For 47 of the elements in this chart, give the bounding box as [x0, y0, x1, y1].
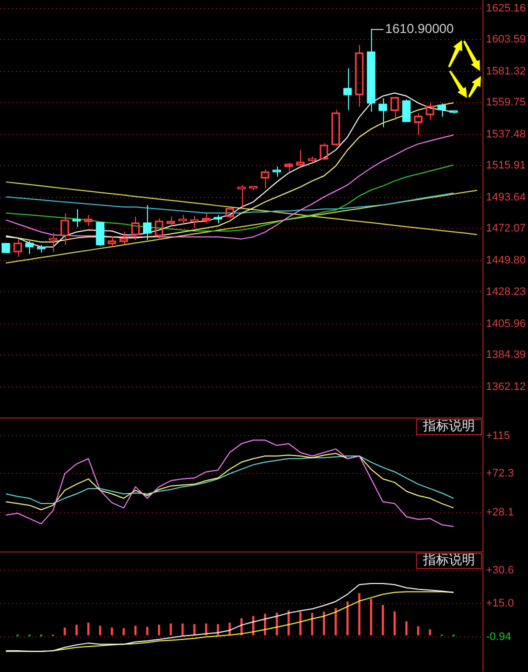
bar [428, 629, 432, 636]
y-tick-label: 1537.48 [486, 128, 526, 140]
y-tick-label: 1428.23 [486, 286, 526, 298]
y-tick-label: 1493.64 [486, 192, 526, 204]
annotation: 1610.90000 [385, 20, 454, 36]
y-tick-label: +30.6 [486, 564, 514, 577]
y-tick-label: 1625.16 [486, 2, 526, 14]
bar [134, 626, 137, 636]
bar [334, 608, 337, 636]
bar [158, 624, 160, 636]
candlestick [48, 232, 58, 253]
y-tick-label: -0.94 [486, 630, 512, 643]
bar [394, 611, 396, 636]
y-tick-label: +72.3 [486, 467, 514, 480]
y-tick-label: 1603.59 [486, 33, 526, 46]
y-tick-label: +28.1 [486, 506, 514, 518]
bar [87, 622, 90, 636]
y-tick-label: 1581.32 [486, 65, 526, 78]
candlestick [366, 28, 376, 112]
y-tick-label: 1384.39 [486, 348, 526, 361]
bar [405, 621, 408, 636]
bar [382, 604, 384, 636]
bar [99, 626, 102, 636]
y-tick-label: 1472.07 [486, 222, 526, 235]
candlestick [166, 216, 176, 226]
bar [311, 612, 314, 636]
bar [299, 612, 302, 636]
bar [122, 628, 125, 636]
bar [370, 598, 372, 636]
y-tick-label: +15.0 [486, 597, 514, 610]
bar [64, 627, 66, 636]
y-tick-label: 1449.80 [486, 254, 526, 267]
bar [170, 623, 172, 636]
bar [358, 593, 360, 636]
y-tick-label: 1515.91 [486, 160, 526, 172]
bar [182, 623, 184, 636]
bar [417, 626, 420, 636]
framed-button: 指标说明 [416, 553, 482, 569]
y-tick-label: 1559.75 [486, 96, 526, 108]
bar [110, 627, 113, 636]
bar [146, 626, 148, 636]
y-tick-label: +115 [486, 430, 510, 442]
framed-button: 指标说明 [416, 419, 482, 435]
bar [346, 602, 349, 636]
bar [75, 624, 78, 636]
y-tick-label: 1362.12 [486, 380, 526, 393]
y-tick-label: 1405.96 [486, 318, 526, 330]
